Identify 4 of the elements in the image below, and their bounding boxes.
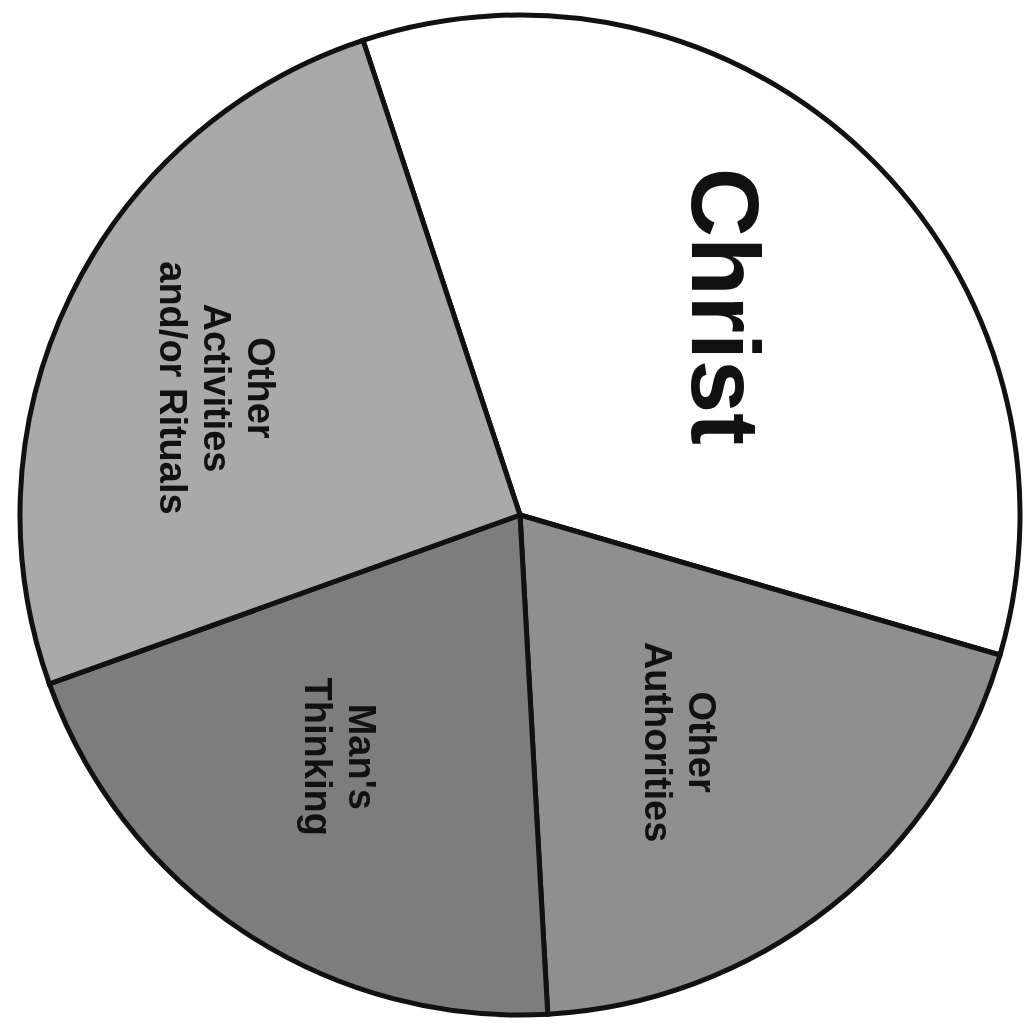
slice-label: Man's Thinking [296,677,383,836]
slice-label: Christ [672,167,780,445]
slice-label: Other Authorities [637,641,724,843]
slice-label: Other Activities and/or Rituals [152,261,283,515]
